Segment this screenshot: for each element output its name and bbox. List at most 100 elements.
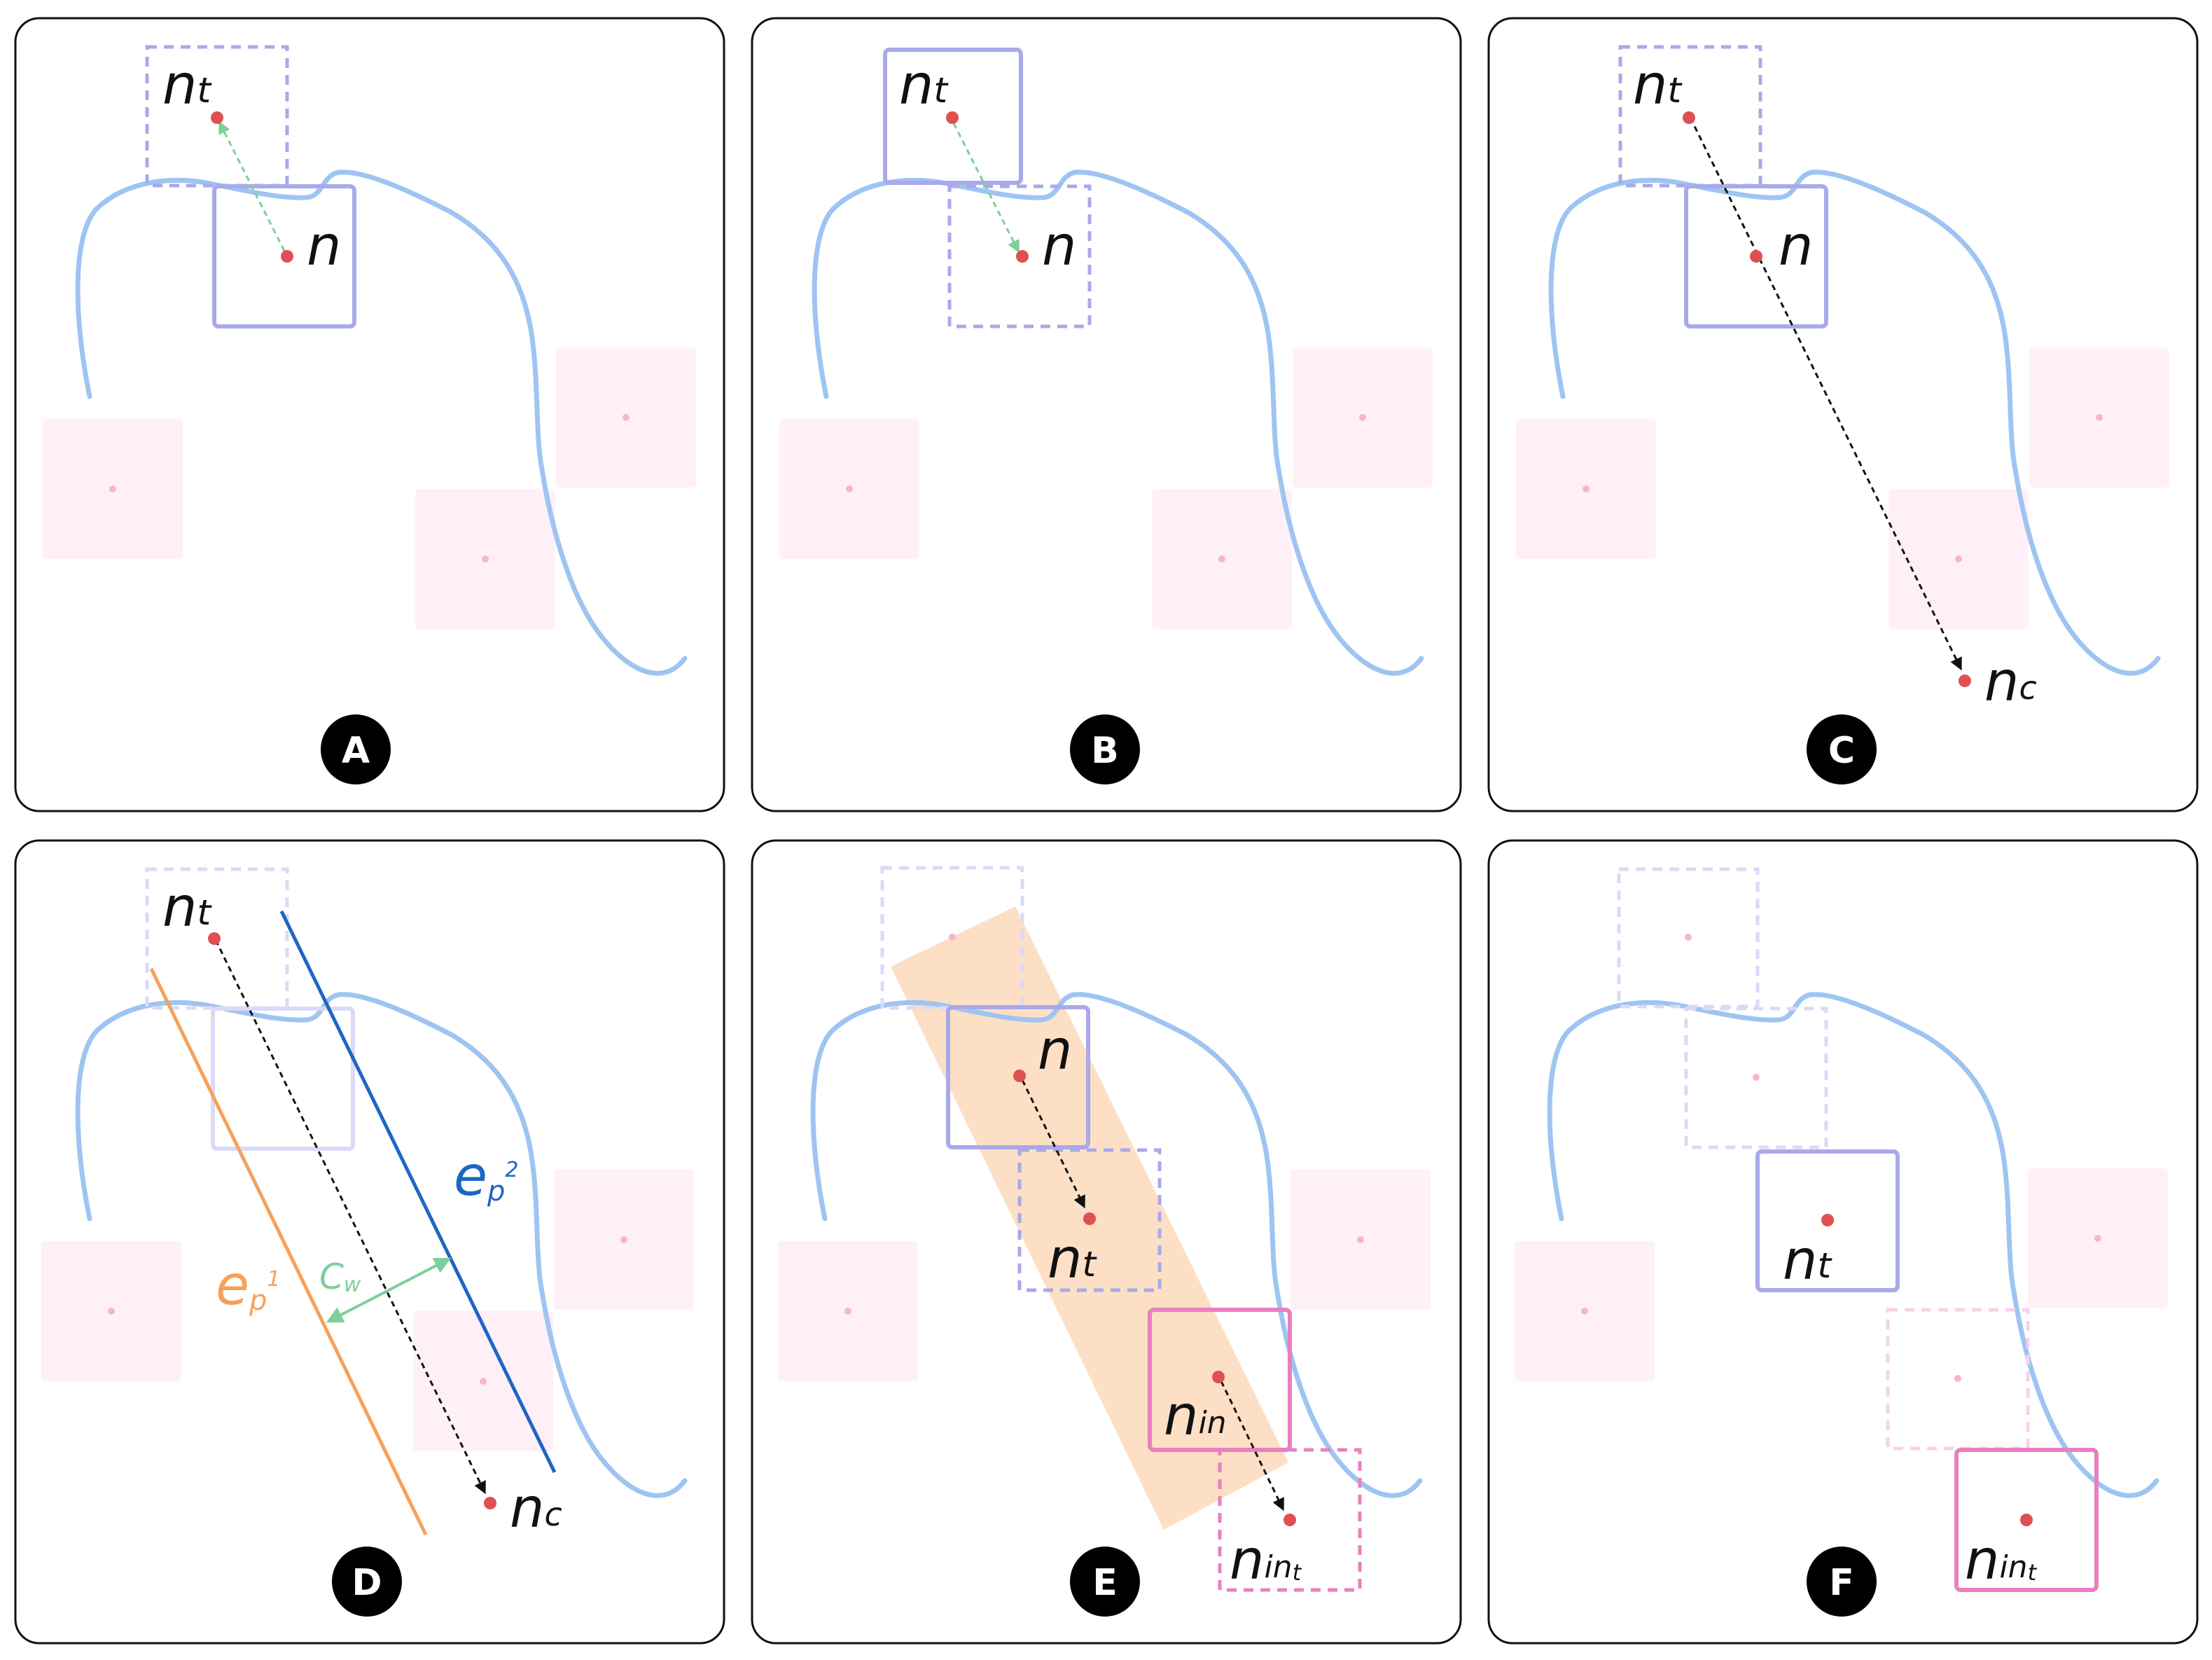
panel-a: nt n A <box>14 17 725 812</box>
target-dot <box>208 932 221 945</box>
node-box-faded <box>211 1007 355 1151</box>
pink-dot <box>109 485 116 492</box>
label-cw: Cw <box>319 1257 361 1297</box>
badge-e <box>1070 1547 1140 1617</box>
blue-curve <box>812 170 1424 676</box>
faded-dot <box>1685 934 1692 941</box>
target-box-dashed <box>145 45 289 188</box>
node-dot <box>1016 250 1029 263</box>
target-box-faded <box>145 867 289 1010</box>
target-dot <box>1083 1212 1096 1225</box>
faded-dot <box>1753 1074 1760 1081</box>
node-box <box>1684 184 1828 328</box>
pink-dot <box>480 1378 487 1385</box>
label-nc: nc <box>510 1477 562 1540</box>
label-nin: nin <box>1164 1385 1227 1448</box>
panel-c: nt n nc C <box>1487 17 2199 812</box>
intersect-dot <box>1212 1371 1225 1383</box>
label-n: n <box>1779 215 1813 278</box>
badge-d <box>332 1547 402 1617</box>
label-n: n <box>307 215 341 278</box>
corner-dot <box>484 1497 496 1509</box>
node-box <box>946 1005 1090 1149</box>
blue-curve <box>75 170 688 676</box>
label-n: n <box>1042 215 1076 278</box>
blue-curve <box>810 992 1423 1498</box>
pink-dot <box>1359 414 1366 421</box>
pink-dot <box>844 1308 851 1315</box>
node-box-dashed <box>947 184 1092 328</box>
badge-c <box>1807 714 1877 784</box>
panel-d: nt nc ep2 ep1 Cw D <box>14 839 725 1645</box>
label-nint: nint <box>1230 1529 1302 1592</box>
black-arrow <box>1220 1381 1284 1512</box>
pink-dot <box>482 555 489 562</box>
green-arrow <box>952 123 1020 254</box>
green-arrow <box>218 120 286 251</box>
intersect-target-dot <box>2020 1514 2033 1526</box>
faded-dot <box>1954 1375 1961 1382</box>
panel-e: n nt nin nint E <box>751 839 1462 1645</box>
panel-b: nt n B <box>751 17 1462 812</box>
edge-ep1 <box>149 967 428 1536</box>
pink-dot <box>2094 1235 2101 1242</box>
badge-label: B <box>1091 730 1119 772</box>
black-arrow <box>214 939 486 1495</box>
target-dot <box>1821 1214 1834 1226</box>
badge-label: F <box>1829 1562 1854 1604</box>
pink-dot <box>2096 414 2103 421</box>
target-dot <box>946 111 959 124</box>
node-dot <box>1013 1070 1026 1082</box>
target-box-dashed <box>1618 45 1762 188</box>
label-nt: nt <box>1633 54 1683 117</box>
label-nt: nt <box>1048 1228 1097 1291</box>
panel-frame <box>1487 839 2199 1645</box>
faded-box <box>1617 867 1760 1009</box>
faded-dot <box>949 934 956 941</box>
blue-curve <box>75 992 688 1498</box>
pink-dot <box>1955 555 1962 562</box>
target-box-dashed <box>1017 1148 1162 1292</box>
faded-pink-box <box>1886 1308 2030 1451</box>
corner-dot <box>1959 675 1971 687</box>
badge-label: C <box>1828 730 1855 772</box>
target-box <box>1755 1149 1900 1292</box>
black-arrow <box>1021 1079 1085 1209</box>
label-nt: nt <box>162 876 212 939</box>
pink-dot <box>1357 1236 1364 1243</box>
badge-f <box>1807 1547 1877 1617</box>
faded-box <box>1684 1007 1828 1149</box>
label-ep2: ep2 <box>454 1145 518 1208</box>
badge-b <box>1070 714 1140 784</box>
pink-dot <box>620 1236 627 1243</box>
pink-dot <box>622 414 629 421</box>
label-ep1: ep1 <box>216 1254 280 1317</box>
label-nc: nc <box>1984 651 2037 714</box>
pink-dot <box>108 1308 115 1315</box>
badge-a <box>321 714 391 784</box>
start-box-faded <box>880 866 1024 1010</box>
blue-curve <box>1547 992 2159 1498</box>
node-dot <box>281 250 293 263</box>
intersect-target-dot <box>1284 1514 1296 1526</box>
pink-dot <box>1581 1308 1588 1315</box>
edge-ep2 <box>279 910 557 1474</box>
target-dot <box>1683 111 1695 124</box>
pink-dot <box>1218 555 1225 562</box>
target-box <box>883 48 1023 185</box>
badge-label: D <box>352 1562 382 1604</box>
target-dot <box>211 111 223 124</box>
label-nt: nt <box>899 54 949 117</box>
label-nint: nint <box>1965 1529 2038 1592</box>
badge-label: E <box>1092 1562 1118 1604</box>
label-n: n <box>1038 1019 1072 1082</box>
intersect-target-box <box>1954 1448 2099 1592</box>
pink-dot <box>1583 485 1590 492</box>
blue-curve <box>1548 170 2161 676</box>
width-arrow <box>326 1257 452 1323</box>
label-nt: nt <box>1783 1229 1832 1292</box>
panel-f: nt nint F <box>1487 839 2199 1645</box>
intersect-target-box-dashed <box>1218 1448 1362 1592</box>
pink-dot <box>846 485 853 492</box>
